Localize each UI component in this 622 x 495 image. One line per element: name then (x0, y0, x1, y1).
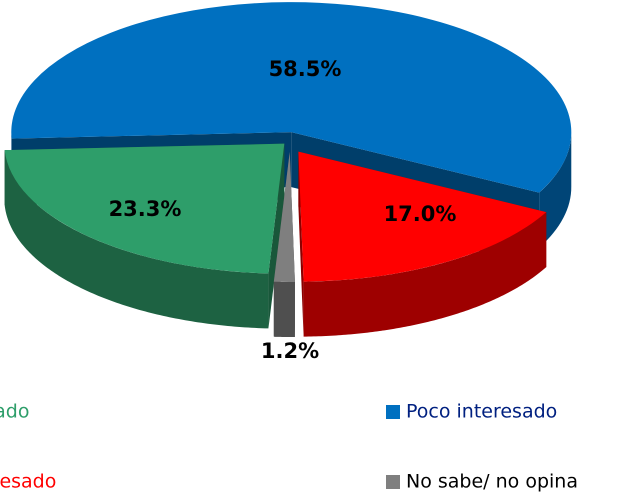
data-label: 58.5% (269, 57, 342, 81)
legend-label: Muy interesado (0, 401, 30, 423)
data-label: 23.3% (109, 197, 182, 221)
data-label: 1.2% (261, 339, 319, 363)
legend-label: No sabe/ no opina (406, 471, 578, 493)
slice-top (11, 2, 572, 193)
slice-side (4, 150, 269, 329)
slice-wall (298, 151, 304, 337)
slice-top (298, 151, 547, 282)
slice-side (273, 281, 295, 337)
pie-slice (4, 143, 285, 329)
legend-swatch (386, 475, 400, 489)
legend-label: Nada interesado (0, 471, 56, 493)
pie-slice (273, 151, 295, 337)
slice-top (4, 143, 285, 274)
data-label: 17.0% (384, 202, 457, 226)
pie-slice (298, 151, 547, 337)
slice-top (273, 151, 295, 282)
slice-side (303, 212, 547, 337)
legend-swatch (386, 405, 400, 419)
legend-label: Poco interesado (406, 401, 557, 423)
slice-side (539, 131, 572, 248)
